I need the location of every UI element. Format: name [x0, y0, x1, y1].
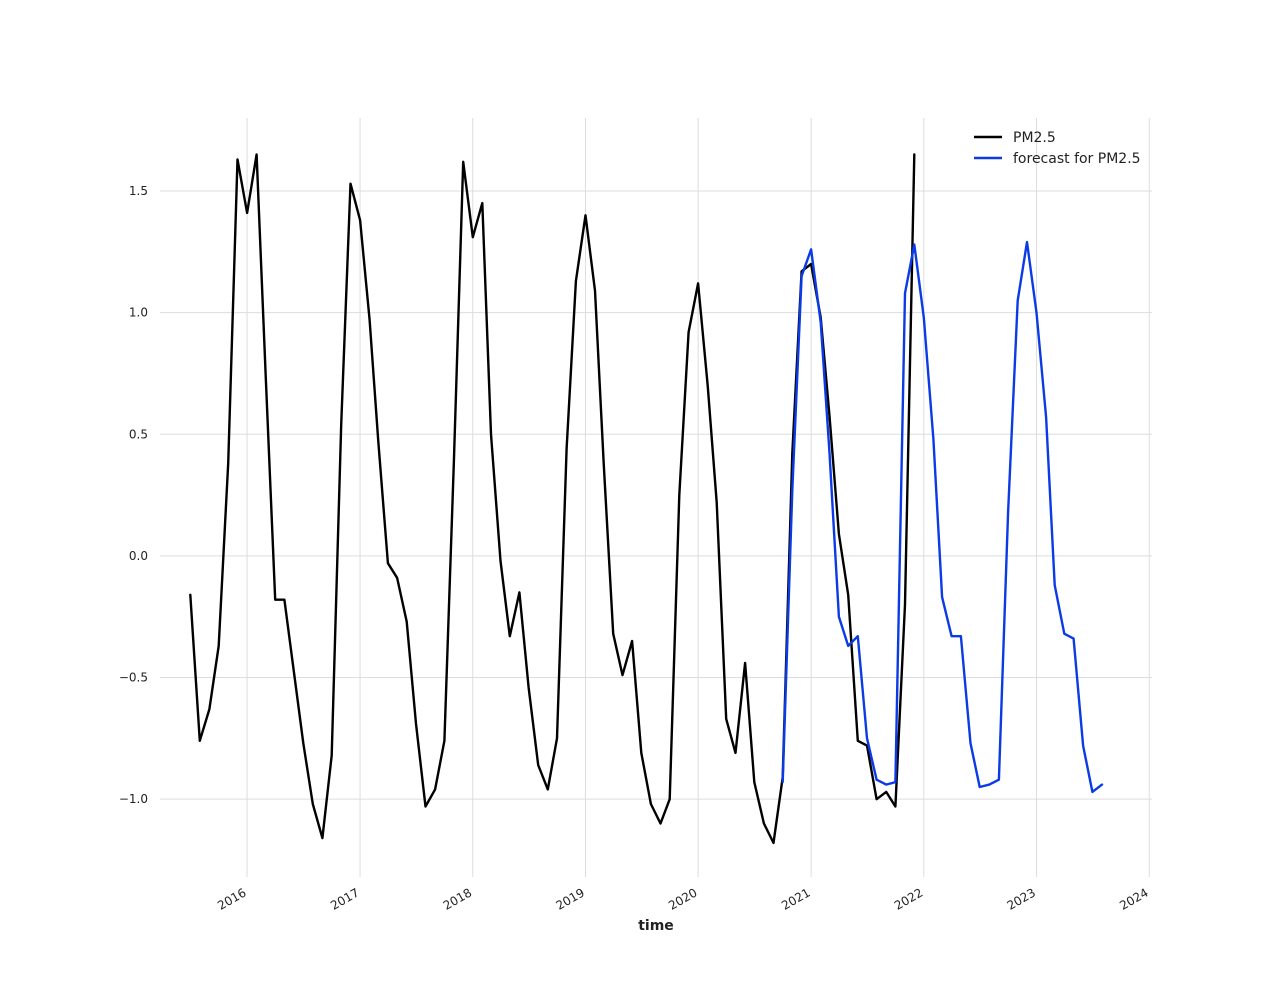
x-tick-label: 2017 — [328, 885, 361, 912]
x-tick-label: 2019 — [553, 885, 586, 912]
y-tick-labels: 1.5 1.0 0.5 0.0 −0.5 −1.0 — [119, 184, 148, 806]
x-tick-label: 2024 — [1117, 885, 1150, 912]
x-tick-label: 2023 — [1005, 885, 1038, 912]
y-tick-label: 1.5 — [129, 184, 148, 198]
y-tick-label: −1.0 — [119, 792, 148, 806]
y-tick-label: 0.5 — [129, 427, 148, 441]
series-line — [189, 153, 916, 845]
legend: PM2.5 forecast for PM2.5 — [974, 130, 1141, 167]
y-tick-label: 1.0 — [129, 306, 148, 320]
series-line — [781, 240, 1104, 794]
grid — [160, 118, 1152, 877]
y-tick-label: 0.0 — [129, 549, 148, 563]
y-tick-label: −0.5 — [119, 671, 148, 685]
x-tick-label: 2016 — [215, 885, 248, 912]
x-tick-label: 2021 — [779, 885, 812, 912]
x-tick-label: 2022 — [892, 885, 925, 912]
x-tick-label: 2020 — [666, 885, 699, 912]
legend-label: forecast for PM2.5 — [1013, 151, 1141, 167]
x-tick-labels: 2016 2017 2018 2019 2020 2021 2022 2023 2024 — [215, 885, 1151, 912]
x-tick-label: 2018 — [441, 885, 474, 912]
x-axis-title: time — [638, 918, 674, 934]
series-lines — [189, 153, 1104, 845]
legend-label: PM2.5 — [1013, 130, 1056, 146]
